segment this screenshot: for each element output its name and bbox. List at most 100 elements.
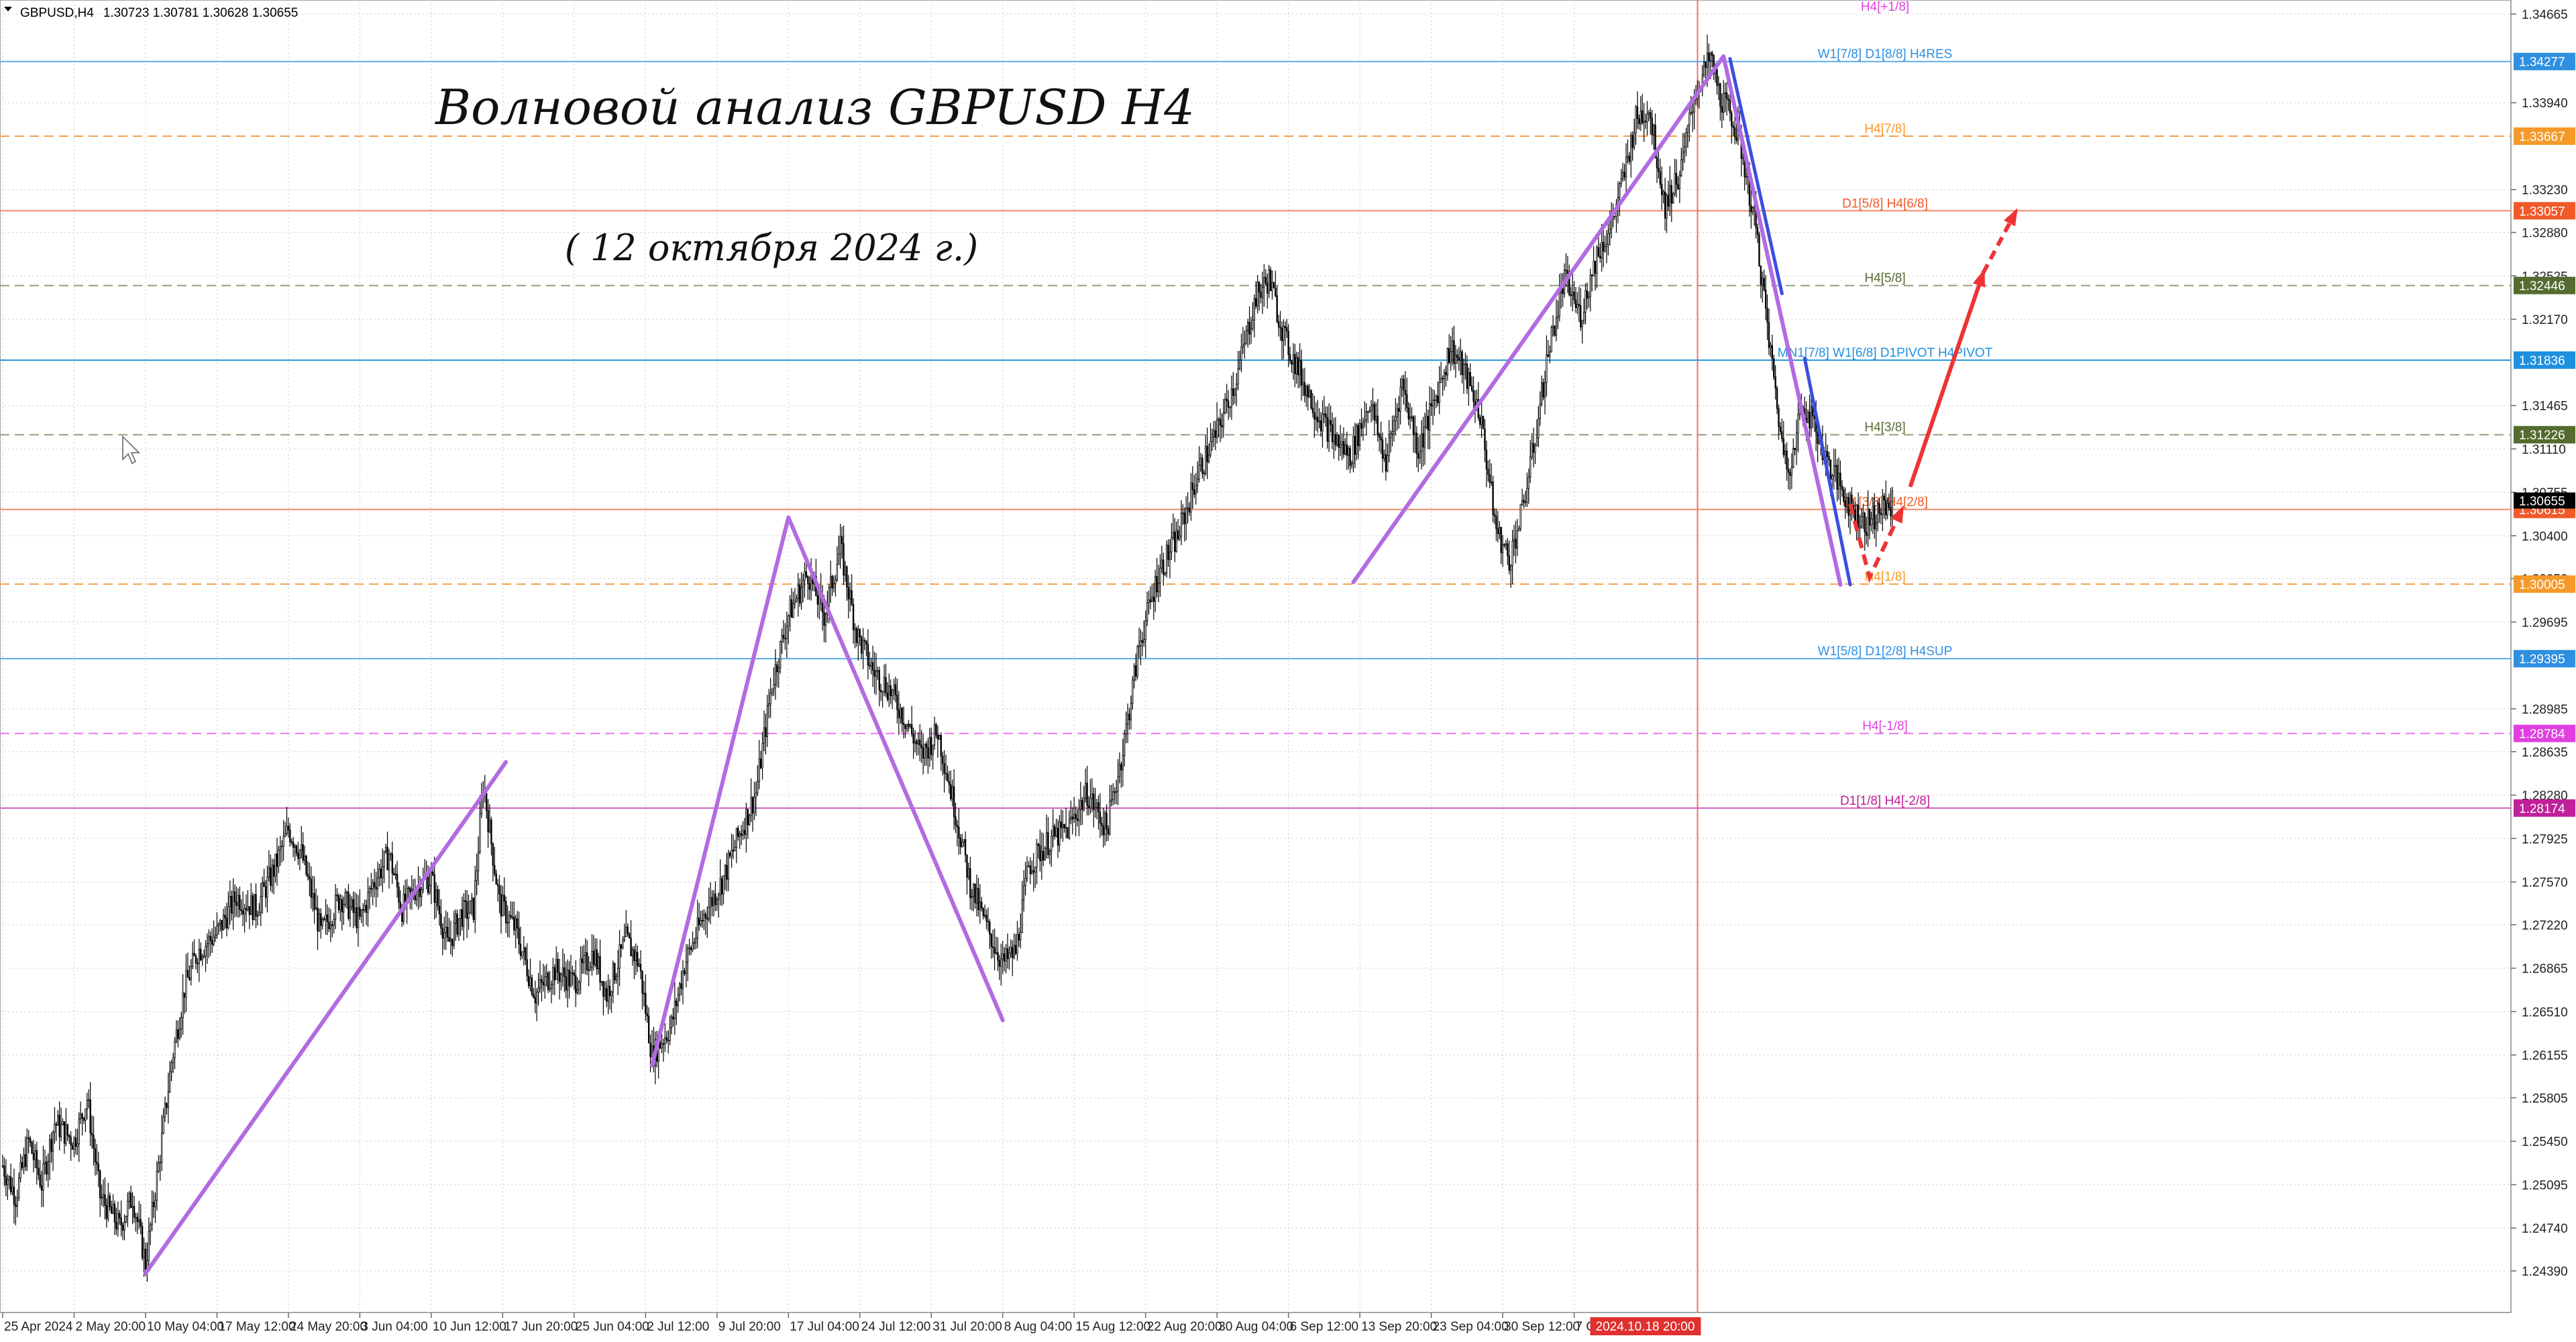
candle	[200, 942, 202, 962]
candle	[871, 645, 874, 687]
candle-body	[1307, 386, 1309, 398]
candle	[1155, 569, 1157, 612]
candle	[539, 960, 541, 993]
candle-body	[460, 909, 462, 919]
candle-body	[1837, 472, 1840, 490]
candle-body	[1841, 486, 1843, 490]
candle	[1589, 268, 1591, 312]
candle	[213, 920, 215, 947]
candle-body	[464, 900, 466, 902]
candle	[456, 909, 458, 938]
candle-body	[1084, 783, 1087, 799]
wave-line-blue	[1728, 57, 1784, 296]
candle	[301, 826, 303, 858]
candle-body	[974, 883, 976, 903]
x-tick-label: 3 Jun 04:00	[361, 1320, 427, 1334]
candle	[950, 770, 952, 801]
candle-body	[376, 877, 379, 890]
candle	[1870, 511, 1872, 532]
candle	[1320, 412, 1322, 437]
candle-body	[89, 1099, 91, 1133]
candle-body	[521, 951, 523, 956]
candle	[972, 883, 975, 911]
y-tick-label: 1.29695	[2522, 616, 2568, 630]
candle	[1722, 80, 1725, 121]
candle-body	[1542, 382, 1544, 398]
candle-body	[677, 994, 679, 1007]
candle-body	[936, 734, 939, 740]
candle	[1079, 781, 1082, 826]
candle-body	[994, 947, 996, 954]
candle-body	[1664, 191, 1666, 219]
candle-body	[1101, 823, 1103, 826]
candle	[73, 1136, 75, 1158]
candle	[495, 869, 497, 885]
candle	[1289, 347, 1291, 365]
candle	[1237, 351, 1239, 390]
candle	[628, 932, 631, 939]
candle-body	[453, 922, 455, 946]
candle	[911, 706, 913, 737]
candle	[1265, 269, 1267, 286]
candle	[708, 887, 710, 922]
candle-body	[639, 964, 642, 971]
candle	[1199, 453, 1202, 472]
candle-body	[54, 1123, 56, 1133]
candle	[119, 1209, 121, 1225]
candle-body	[1466, 364, 1468, 389]
forecast-arrowhead	[1972, 269, 1986, 288]
candle	[981, 897, 983, 912]
candle-body	[911, 724, 913, 734]
candle-body	[1403, 378, 1405, 391]
candle-body	[1641, 110, 1644, 123]
candle	[263, 869, 265, 887]
candle-body	[979, 901, 981, 910]
candle-body	[573, 972, 576, 976]
candle	[1107, 825, 1110, 841]
candle-body	[1378, 434, 1381, 438]
candle	[490, 816, 492, 856]
candle-body	[1093, 793, 1095, 810]
candle	[1762, 271, 1764, 303]
candle-body	[1322, 414, 1324, 432]
candle-body	[1817, 432, 1819, 444]
candle-body	[1381, 439, 1384, 459]
candle-body	[160, 1132, 163, 1163]
candle-body	[1854, 510, 1856, 523]
candle	[1336, 432, 1338, 447]
candle	[508, 910, 511, 938]
candle-body	[1597, 247, 1600, 257]
candle	[1286, 319, 1288, 338]
candle-body	[599, 956, 601, 983]
candle-body	[8, 1176, 10, 1180]
candle	[575, 960, 577, 1007]
candle-body	[1057, 828, 1059, 846]
candle-body	[544, 976, 546, 986]
candle	[961, 834, 963, 848]
candle-body	[870, 662, 872, 667]
candle	[1053, 824, 1056, 840]
candle-body	[342, 904, 345, 913]
candle-body	[496, 884, 499, 887]
candle	[21, 1156, 23, 1171]
candle-body	[527, 975, 530, 987]
candle	[48, 1134, 51, 1180]
candle	[1006, 934, 1009, 968]
candle	[851, 574, 853, 606]
candle	[464, 890, 466, 919]
candle-body	[1786, 450, 1788, 470]
candle	[1670, 179, 1672, 223]
candle	[1099, 793, 1102, 838]
candle	[1485, 440, 1488, 488]
candle-body	[1318, 421, 1320, 423]
candle-body	[835, 579, 837, 585]
candle-body	[1856, 504, 1858, 523]
candle	[883, 664, 885, 697]
candle	[1501, 535, 1504, 567]
candle	[1411, 407, 1413, 422]
candle	[354, 892, 356, 927]
candle	[852, 598, 855, 644]
candle-body	[838, 553, 840, 565]
